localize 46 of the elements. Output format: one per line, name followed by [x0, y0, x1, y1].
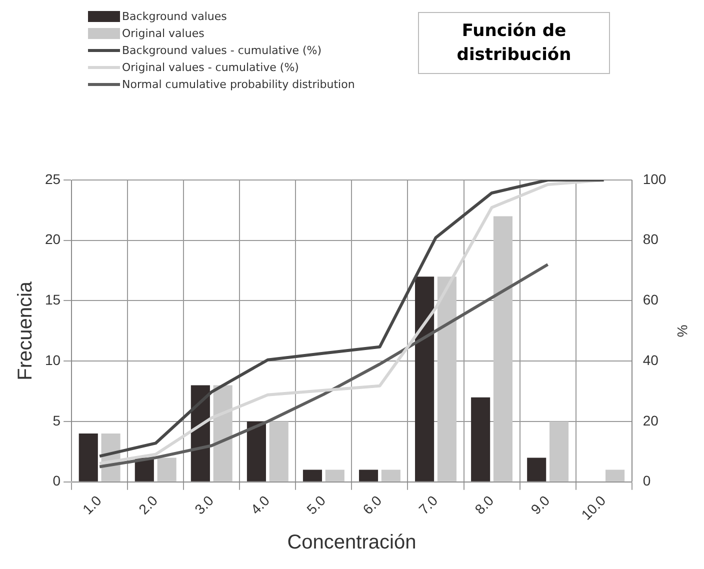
y-tick-label: 20: [44, 231, 61, 248]
y-tick-label: 15: [44, 292, 61, 308]
legend-label: Original values - cumulative (%): [122, 60, 299, 76]
x-tick-label: 2.0: [135, 492, 161, 518]
bar: [606, 470, 625, 482]
legend-label: Background values: [122, 9, 227, 25]
y2-tick-label: 80: [642, 231, 659, 248]
x-tick-label: 6.0: [359, 492, 385, 518]
bar: [415, 276, 434, 482]
y2-tick-label: 60: [642, 292, 659, 308]
bar: [493, 216, 513, 482]
bar: [269, 421, 288, 482]
x-tick-label: 7.0: [416, 492, 441, 518]
bar: [527, 458, 546, 482]
bar: [325, 470, 344, 482]
x-tick-label: 5.0: [303, 492, 329, 518]
legend-label: Background values - cumulative (%): [122, 43, 322, 59]
legend-label: Original values: [122, 26, 204, 42]
y-tick-label: 10: [44, 352, 61, 368]
bar: [471, 397, 490, 482]
x-axis-title: Concentración: [287, 532, 416, 554]
chart-title: Función de distribución: [418, 12, 610, 74]
bar: [246, 421, 266, 482]
x-tick-label: 9.0: [528, 492, 553, 518]
bar: [437, 276, 456, 482]
x-tick-label: 1.0: [79, 492, 105, 518]
y2-tick-label: 100: [642, 170, 666, 187]
x-tick-label: 8.0: [472, 492, 497, 518]
y2-axis-title: %: [674, 324, 691, 338]
bar: [157, 458, 176, 482]
bar: [213, 385, 232, 482]
y2-tick-label: 20: [642, 412, 659, 428]
bar: [302, 470, 322, 482]
y2-tick-label: 0: [642, 472, 651, 489]
bar: [78, 434, 98, 482]
y2-tick-label: 40: [642, 352, 659, 368]
y-axis-title: Frecuencia: [14, 280, 37, 380]
y-tick-label: 0: [52, 472, 61, 489]
y-tick-label: 25: [44, 170, 61, 187]
bar: [358, 470, 378, 482]
y-tick-label: 5: [52, 412, 61, 428]
legend-label: Normal cumulative probability distribution: [122, 77, 355, 93]
bar: [549, 421, 569, 482]
bar: [381, 470, 400, 482]
x-tick-label: 4.0: [247, 492, 273, 518]
x-tick-label: 3.0: [191, 492, 217, 518]
